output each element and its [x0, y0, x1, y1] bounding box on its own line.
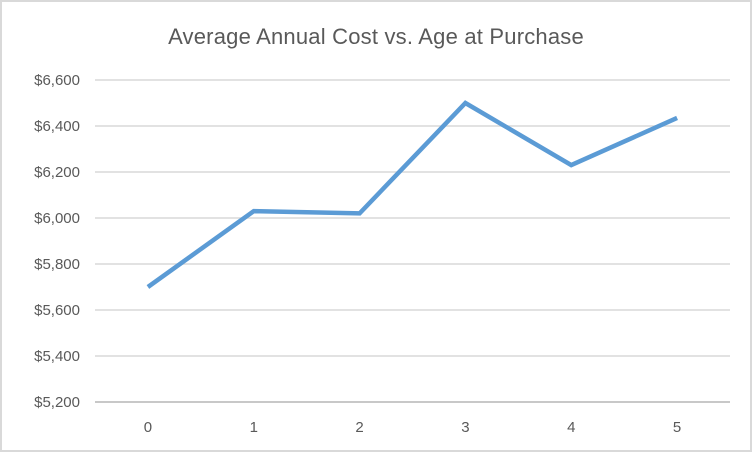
y-axis-tick-label: $6,600 [34, 72, 80, 89]
y-axis-tick-label: $6,200 [34, 164, 80, 181]
y-axis-tick-label: $5,600 [34, 302, 80, 319]
x-axis-tick-label: 5 [673, 419, 681, 436]
x-axis-tick-label: 2 [355, 419, 363, 436]
y-axis-tick-label: $5,800 [34, 256, 80, 273]
x-axis-tick-label: 3 [461, 419, 469, 436]
x-axis-tick-label: 0 [144, 419, 152, 436]
x-axis-tick-label: 1 [250, 419, 258, 436]
chart-title: Average Annual Cost vs. Age at Purchase [168, 24, 584, 49]
y-axis-tick-label: $6,400 [34, 118, 80, 135]
y-axis-tick-label: $5,400 [34, 348, 80, 365]
y-axis-tick-label: $5,200 [34, 394, 80, 411]
x-axis-tick-label: 4 [567, 419, 575, 436]
y-axis-tick-label: $6,000 [34, 210, 80, 227]
cost-series-line [146, 100, 678, 289]
